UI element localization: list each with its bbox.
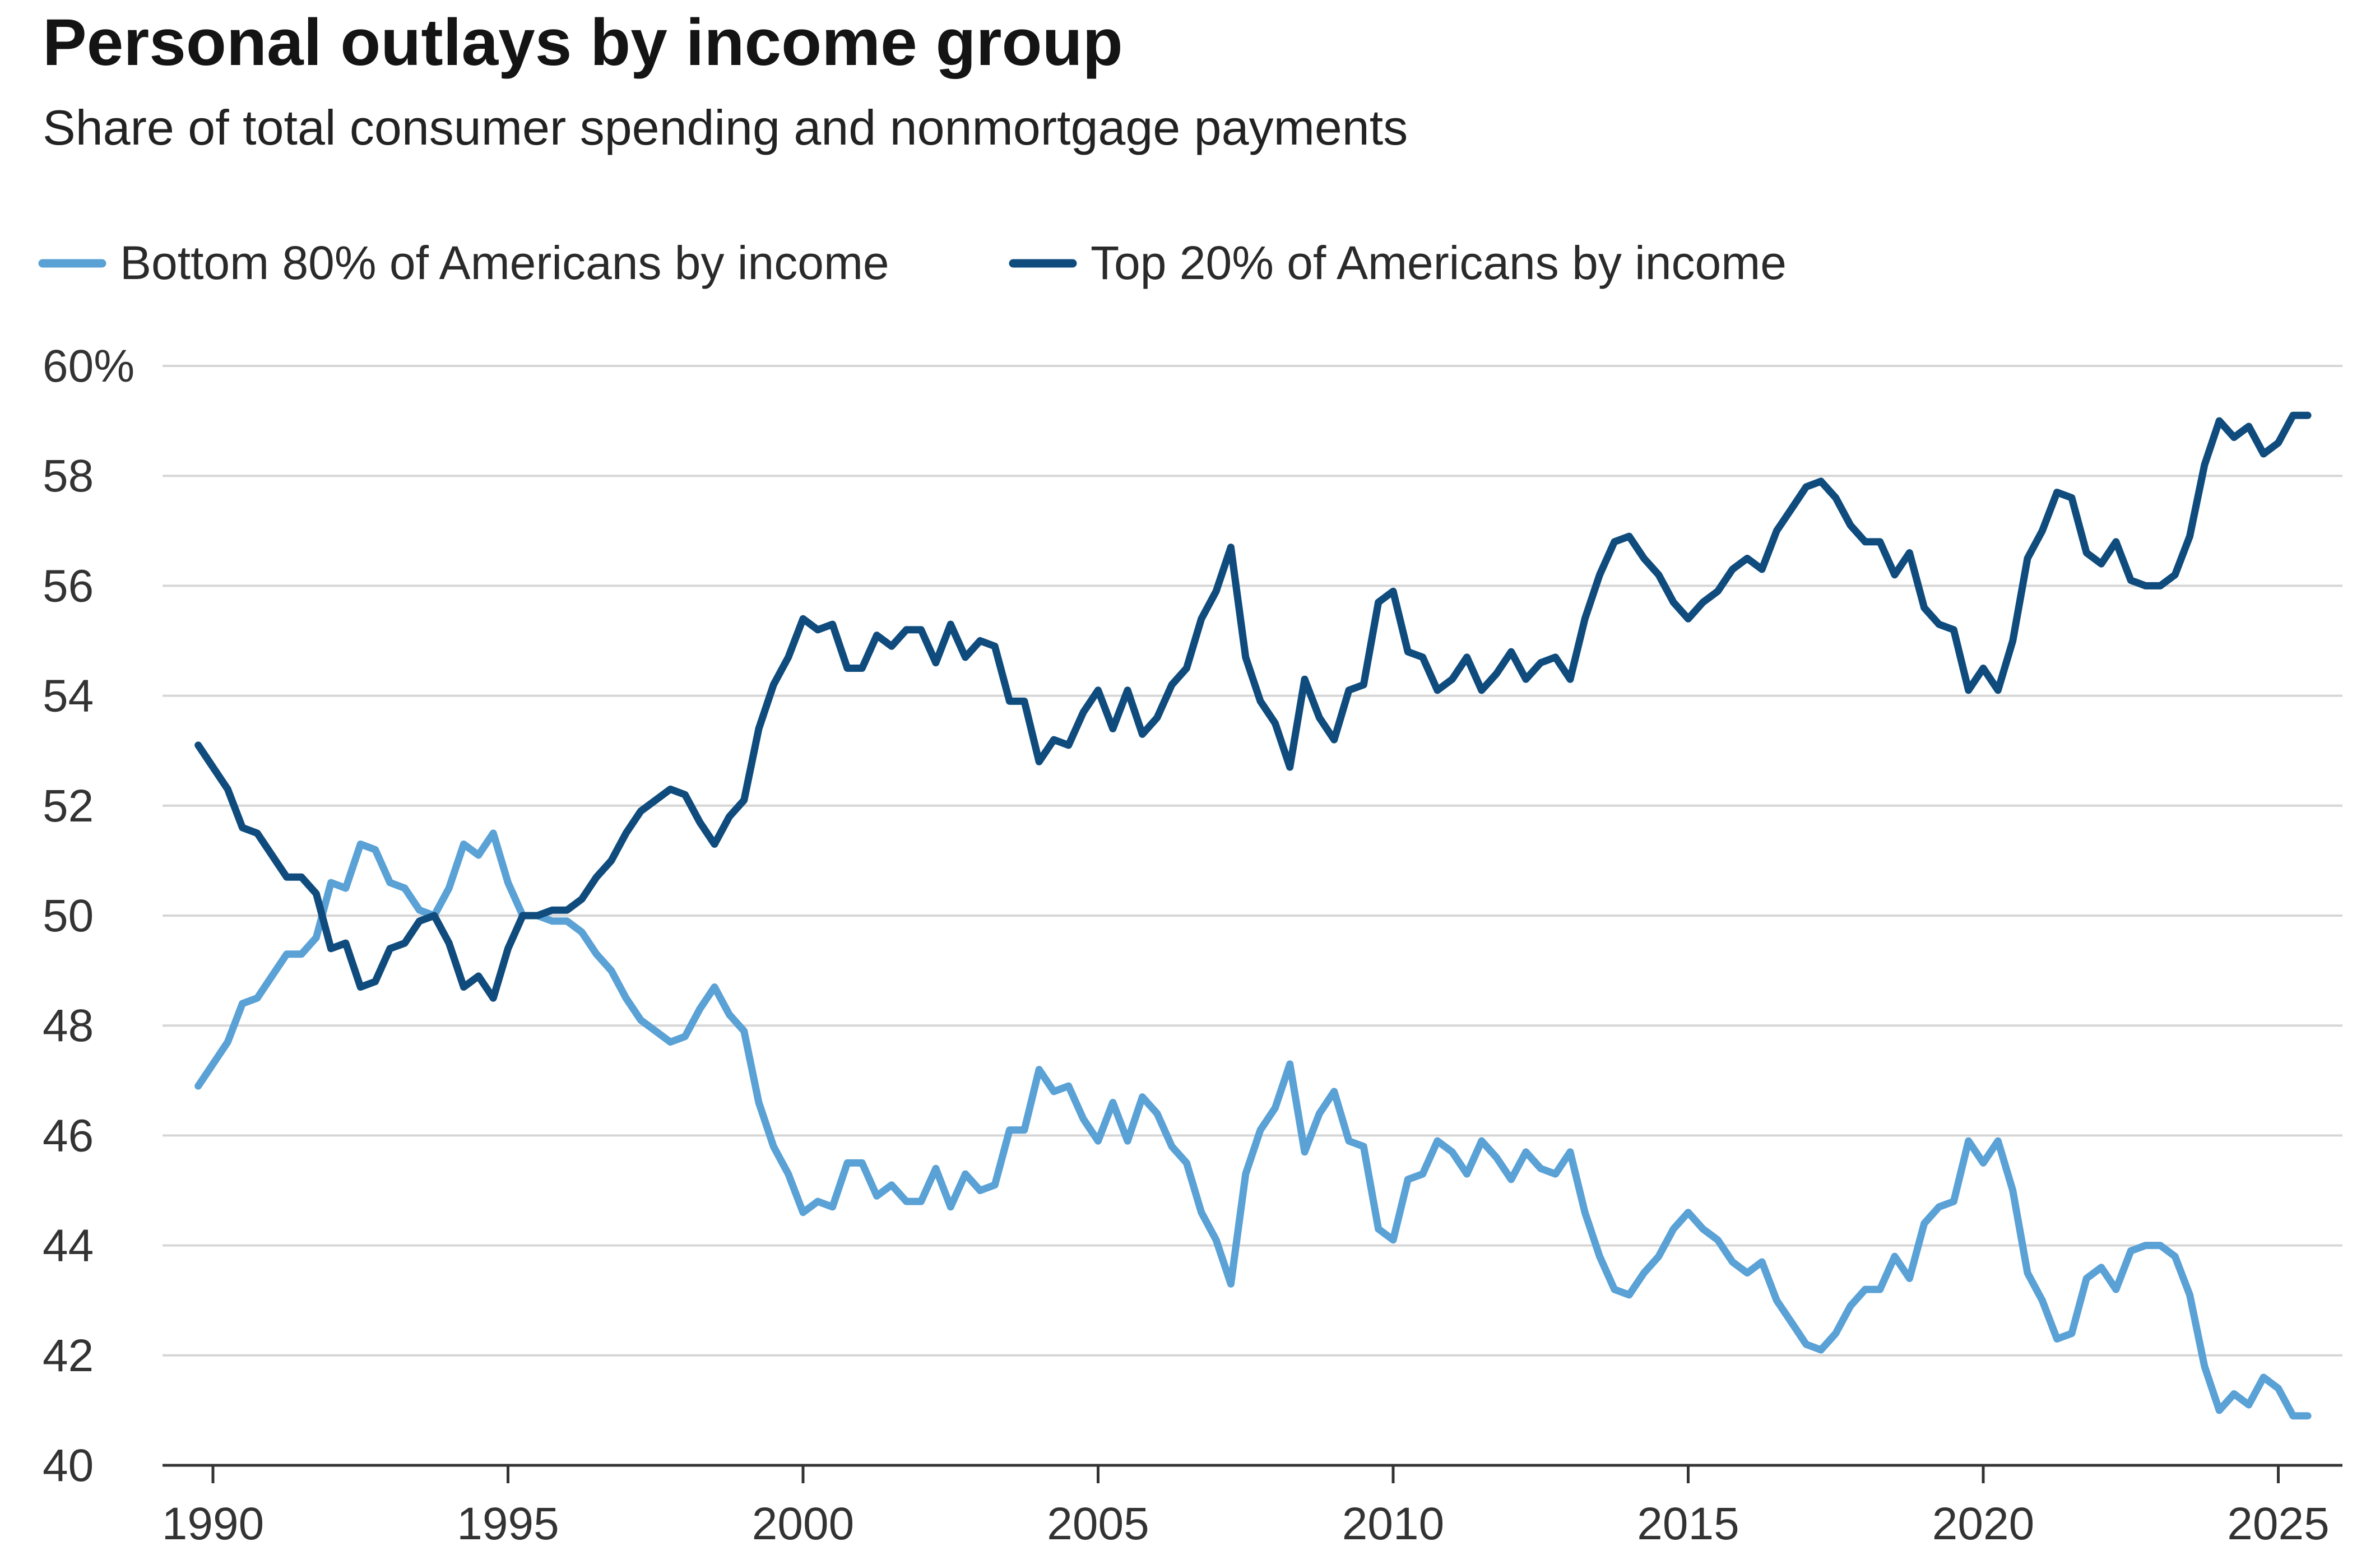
legend: Bottom 80% of Americans by income Top 20… bbox=[38, 236, 1787, 289]
x-axis: 1990 1995 2000 2005 2010 2015 2020 2025 bbox=[162, 1464, 2342, 1546]
y-tick-label-52: 52 bbox=[43, 781, 94, 832]
x-tick-label-2000: 2000 bbox=[752, 1498, 854, 1543]
x-tick-label-2020: 2020 bbox=[1932, 1498, 2034, 1543]
legend-label-bottom-80: Bottom 80% of Americans by income bbox=[120, 236, 889, 289]
x-tick-label-1995: 1995 bbox=[457, 1498, 559, 1543]
legend-item-top-20[interactable]: Top 20% of Americans by income bbox=[1009, 236, 1787, 289]
chart-subtitle: Share of total consumer spending and non… bbox=[43, 100, 1408, 155]
x-tick-label-2005: 2005 bbox=[1047, 1498, 1149, 1543]
x-tick-label-2015: 2015 bbox=[1637, 1498, 1739, 1543]
y-tick-label-48: 48 bbox=[43, 1000, 94, 1051]
series-line-bottom-80 bbox=[194, 829, 2312, 1420]
legend-label-top-20: Top 20% of Americans by income bbox=[1091, 236, 1787, 289]
y-tick-label-60: 60% bbox=[43, 341, 134, 392]
y-tick-label-54: 54 bbox=[43, 671, 94, 722]
y-tick-label-40: 40 bbox=[43, 1440, 94, 1491]
legend-item-bottom-80[interactable]: Bottom 80% of Americans by income bbox=[38, 236, 889, 289]
y-tick-label-42: 42 bbox=[43, 1330, 94, 1381]
y-tick-label-50: 50 bbox=[43, 890, 94, 941]
gridlines bbox=[163, 365, 2342, 1357]
series-line-top-20 bbox=[194, 411, 2312, 1002]
y-tick-label-46: 46 bbox=[43, 1110, 94, 1161]
x-tick-label-1990: 1990 bbox=[162, 1498, 264, 1543]
chart-title: Personal outlays by income group bbox=[43, 6, 1123, 80]
y-tick-label-56: 56 bbox=[43, 560, 94, 611]
x-tick-label-2025: 2025 bbox=[2227, 1498, 2329, 1543]
y-tick-label-44: 44 bbox=[43, 1220, 94, 1271]
series-group bbox=[194, 411, 2312, 1420]
y-axis-labels: 60% 58 56 54 52 50 48 46 44 42 40 bbox=[43, 341, 134, 1491]
x-tick-label-2010: 2010 bbox=[1342, 1498, 1444, 1543]
y-tick-label-58: 58 bbox=[43, 451, 94, 502]
